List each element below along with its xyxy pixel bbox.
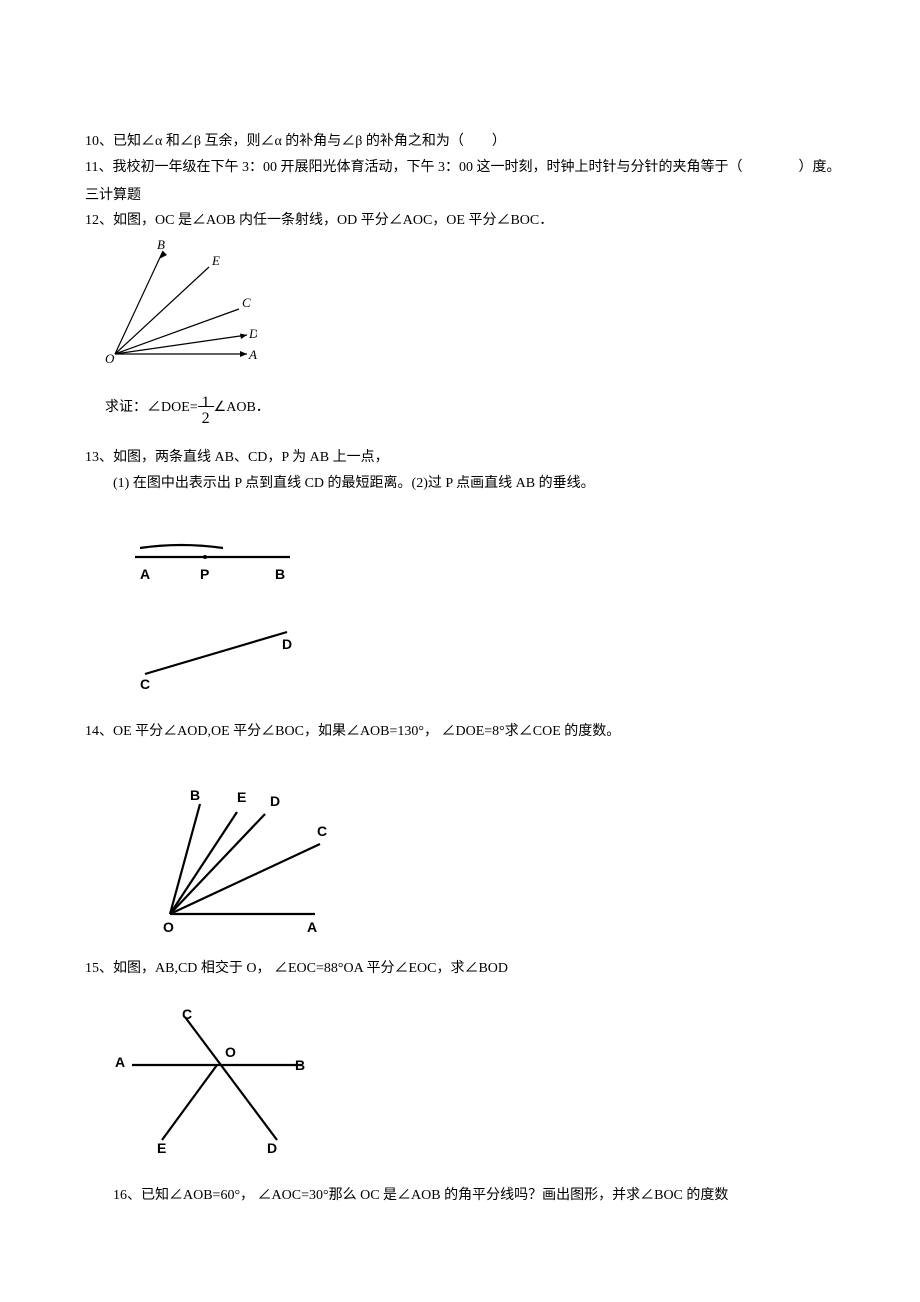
label-D: D xyxy=(267,1140,277,1155)
q12-proof-b: ∠AOB． xyxy=(214,396,270,420)
label-B: B xyxy=(190,787,200,803)
q12-proof-line: 求证：∠DOE= 1 2 ∠AOB． xyxy=(105,388,850,428)
label-E: E xyxy=(157,1140,166,1155)
label-D: D xyxy=(270,793,280,809)
label-A: A xyxy=(307,919,317,934)
figure-q14: O A B E D C xyxy=(125,774,850,943)
question-13-b: (1) 在图中出表示出 P 点到直线 CD 的最短距离。(2)过 P 点画直线 … xyxy=(113,472,850,496)
question-14: 14、OE 平分∠AOD,OE 平分∠BOC，如果∠AOB=130°， ∠DOE… xyxy=(85,720,850,744)
label-P: P xyxy=(200,566,209,582)
question-16: 16、已知∠AOB=60°， ∠AOC=30°那么 OC 是∠AOB 的角平分线… xyxy=(113,1184,850,1208)
q12-proof-a: 求证：∠DOE= xyxy=(105,396,198,420)
question-11: 11、我校初一年级在下午 3：00 开展阳光体育活动，下午 3：00 这一时刻，… xyxy=(85,156,850,180)
label-A: A xyxy=(248,347,257,362)
label-B: B xyxy=(275,566,285,582)
label-C: C xyxy=(242,295,251,310)
label-A: A xyxy=(115,1054,125,1070)
question-10: 10、已知∠α 和∠β 互余，则∠α 的补角与∠β 的补角之和为（ ） xyxy=(85,130,850,154)
figure-q12: O A D C E B xyxy=(97,239,850,378)
label-B: B xyxy=(295,1057,305,1073)
section-3-title: 三计算题 xyxy=(85,184,850,208)
label-C: C xyxy=(182,1006,192,1022)
label-D: D xyxy=(282,636,292,652)
label-O: O xyxy=(163,919,174,934)
label-C: C xyxy=(140,676,150,692)
label-E: E xyxy=(237,789,246,805)
figure-q15: A B O C D E xyxy=(107,1005,850,1164)
question-13-a: 13、如图，两条直线 AB、CD，P 为 AB 上一点， xyxy=(85,446,850,470)
label-A: A xyxy=(140,566,150,582)
figure-q13: A P B C D xyxy=(115,524,850,703)
question-12: 12、如图，OC 是∠AOB 内任一条射线，OD 平分∠AOC，OE 平分∠BO… xyxy=(85,209,850,233)
label-E: E xyxy=(211,253,220,268)
label-D: D xyxy=(248,326,257,341)
label-C: C xyxy=(317,823,327,839)
fraction-denominator: 2 xyxy=(198,405,214,432)
label-B: B xyxy=(157,239,165,252)
label-O: O xyxy=(225,1044,236,1060)
question-15: 15、如图，AB,CD 相交于 O， ∠EOC=88°OA 平分∠EOC，求∠B… xyxy=(85,957,850,981)
label-O: O xyxy=(105,351,115,366)
